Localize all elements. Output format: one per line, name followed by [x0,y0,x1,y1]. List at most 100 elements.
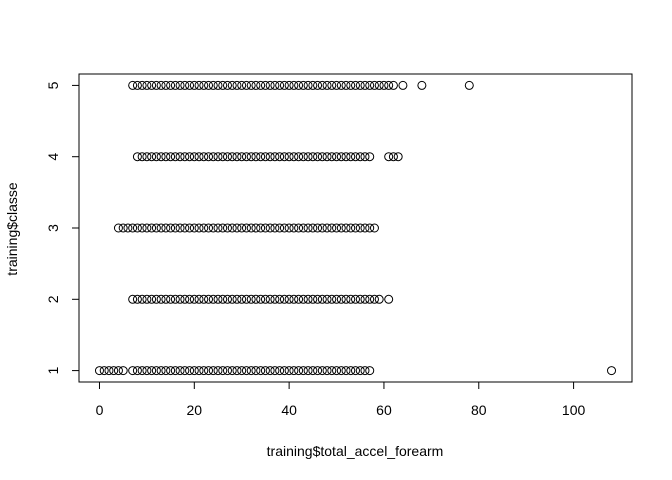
data-point [398,80,408,90]
data-point [199,152,209,162]
data-point [227,80,237,90]
data-point [270,152,280,162]
data-point [118,366,128,376]
data-point [166,294,176,304]
data-point [147,366,157,376]
data-point [327,80,337,90]
data-point [147,152,157,162]
data-point [137,294,147,304]
data-point [246,366,256,376]
data-point [336,294,346,304]
data-point [180,80,190,90]
data-point [275,152,285,162]
data-point [303,223,313,233]
data-point [199,366,209,376]
data-point [279,152,289,162]
data-point [151,294,161,304]
data-point [227,294,237,304]
data-point [118,223,128,233]
data-point [156,366,166,376]
data-point [246,294,256,304]
data-point [222,294,232,304]
data-point [227,366,237,376]
data-point [351,152,360,162]
data-point [256,152,266,162]
data-point [128,294,138,304]
data-point [232,366,242,376]
data-point [175,152,185,162]
data-point [355,152,365,162]
data-point [317,152,327,162]
y-tick-label: 5 [45,81,61,89]
data-point [123,223,133,233]
data-point [180,223,190,233]
data-point [166,152,176,162]
data-point [170,223,180,233]
data-point [204,223,214,233]
data-point [308,294,318,304]
data-point [185,223,195,233]
data-point [351,223,360,233]
data-point [256,294,266,304]
data-point [175,223,185,233]
data-point [232,294,242,304]
data-point [279,366,289,376]
data-point [151,223,161,233]
data-points [94,80,617,376]
data-point [109,366,119,376]
data-point [194,80,204,90]
data-point [355,223,365,233]
data-point [289,152,299,162]
data-point [241,366,251,376]
data-point [170,366,180,376]
data-point [204,366,214,376]
data-point [365,223,375,233]
data-point [284,366,294,376]
data-point [222,80,232,90]
data-point [213,223,223,233]
data-point [170,80,180,90]
data-point [298,366,308,376]
data-point [151,152,161,162]
data-point [298,223,308,233]
data-point [327,223,337,233]
data-point [308,80,318,90]
data-point [232,223,242,233]
data-point [322,366,332,376]
data-point [175,80,185,90]
data-point [104,366,114,376]
data-point [355,366,365,376]
data-point [303,152,313,162]
data-point [128,223,138,233]
data-point [189,294,199,304]
data-point [218,223,228,233]
x-axis-title: training$total_accel_forearm [267,443,444,459]
data-point [275,366,285,376]
data-point [222,366,232,376]
data-point [313,294,323,304]
data-point [336,366,346,376]
data-point [256,223,266,233]
data-point [147,80,157,90]
data-point [270,80,280,90]
data-point [94,366,104,376]
data-point [360,223,370,233]
data-point [279,80,289,90]
data-point [194,366,204,376]
data-point [251,80,261,90]
data-point [227,223,237,233]
x-axis: 0 20 40 60 80 100 [96,382,585,418]
data-point [265,80,275,90]
data-point [346,294,356,304]
data-point [270,294,280,304]
data-point [147,294,157,304]
data-point [317,294,327,304]
data-point [185,80,195,90]
data-point [142,294,152,304]
data-point [204,80,214,90]
data-point [284,294,294,304]
x-tick-label: 40 [281,402,297,418]
data-point [208,366,218,376]
data-point [213,80,223,90]
data-point [256,366,266,376]
